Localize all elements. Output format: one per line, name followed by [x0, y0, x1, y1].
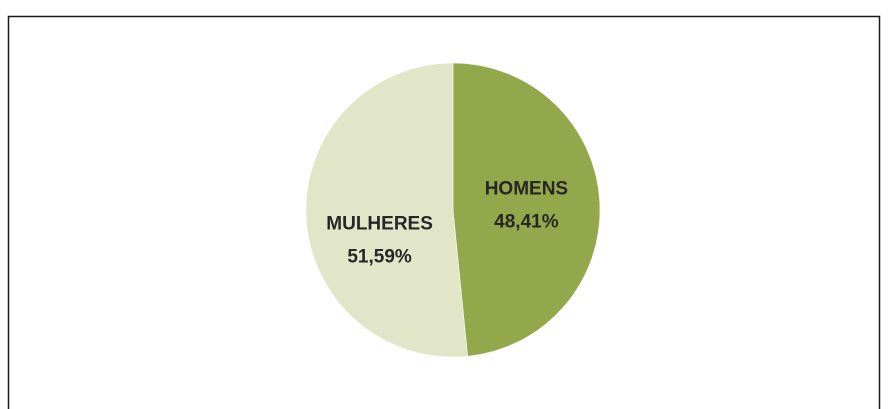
pie-slice — [452, 62, 601, 357]
chart-border — [7, 15, 881, 409]
slice-label: MULHERES — [326, 214, 433, 235]
slice-value-label: 48,41% — [494, 211, 559, 232]
slice-value-label: 51,59% — [347, 247, 412, 268]
pie-slice — [305, 62, 468, 358]
slice-label: HOMENS — [485, 178, 568, 199]
